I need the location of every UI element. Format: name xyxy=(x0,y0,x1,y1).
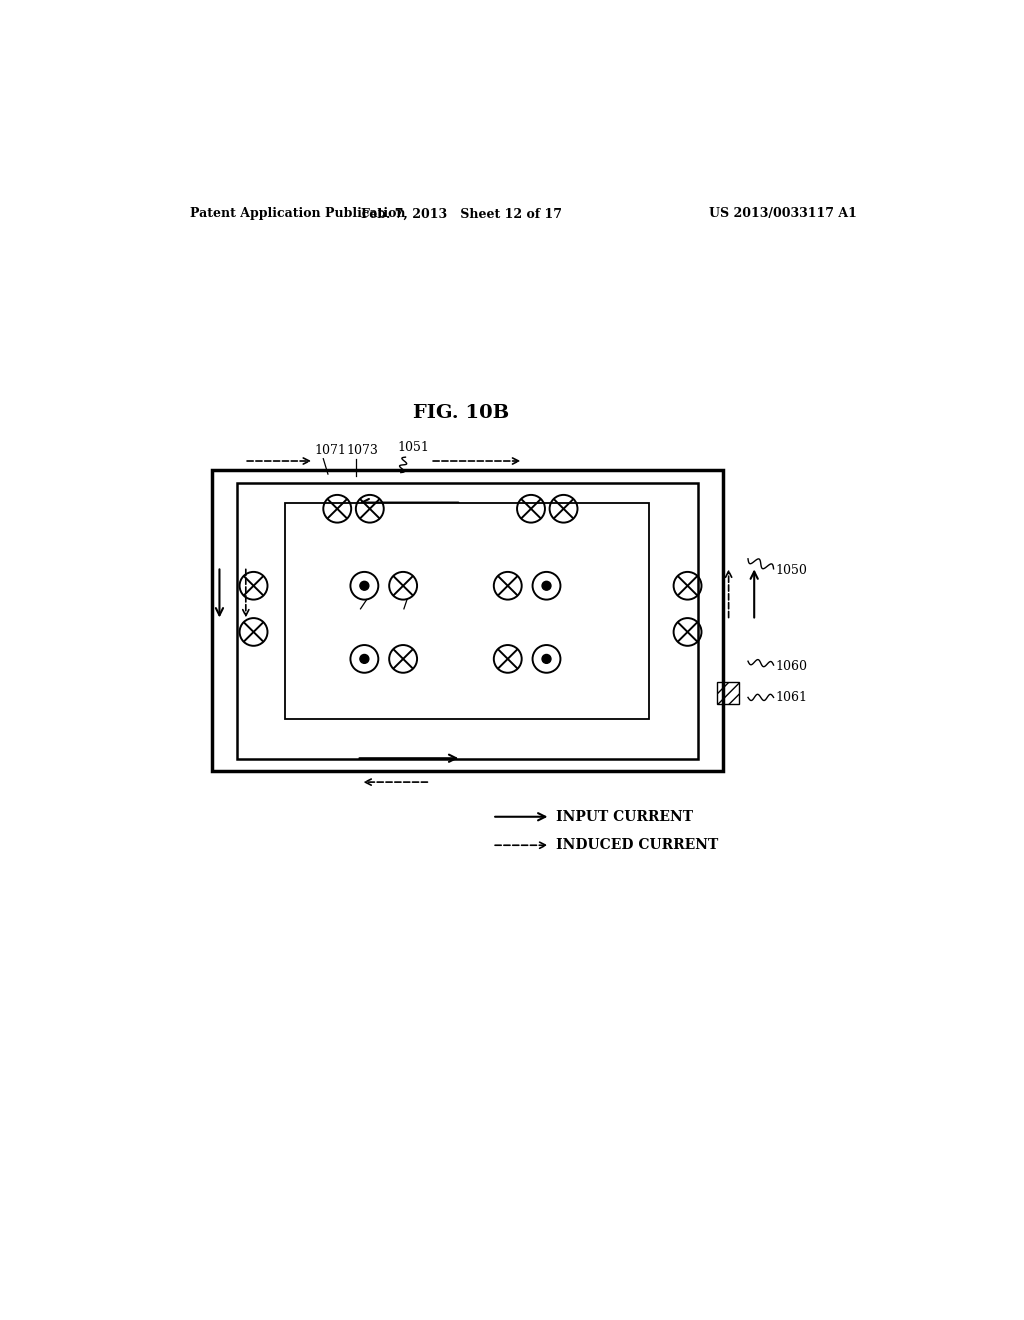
Bar xyxy=(285,503,649,719)
Bar xyxy=(237,483,697,759)
Text: INDUCED CURRENT: INDUCED CURRENT xyxy=(556,838,718,853)
Circle shape xyxy=(359,655,369,664)
Text: Feb. 7, 2013   Sheet 12 of 17: Feb. 7, 2013 Sheet 12 of 17 xyxy=(360,207,562,220)
Circle shape xyxy=(359,581,369,590)
Text: 1083: 1083 xyxy=(385,610,417,623)
Text: INPUT CURRENT: INPUT CURRENT xyxy=(556,809,693,824)
Text: US 2013/0033117 A1: US 2013/0033117 A1 xyxy=(709,207,856,220)
Text: 1073: 1073 xyxy=(346,445,379,458)
Text: 1061: 1061 xyxy=(775,690,807,704)
Bar xyxy=(212,470,723,771)
Text: FIG. 10B: FIG. 10B xyxy=(413,404,509,421)
Text: 1050: 1050 xyxy=(775,564,807,577)
Text: 1081: 1081 xyxy=(341,610,374,623)
Text: Patent Application Publication: Patent Application Publication xyxy=(190,207,406,220)
Text: 1060: 1060 xyxy=(775,660,807,673)
Circle shape xyxy=(542,581,551,590)
Bar xyxy=(717,682,738,704)
Circle shape xyxy=(542,655,551,664)
Text: 1071: 1071 xyxy=(314,445,346,458)
Text: 1051: 1051 xyxy=(397,441,430,454)
